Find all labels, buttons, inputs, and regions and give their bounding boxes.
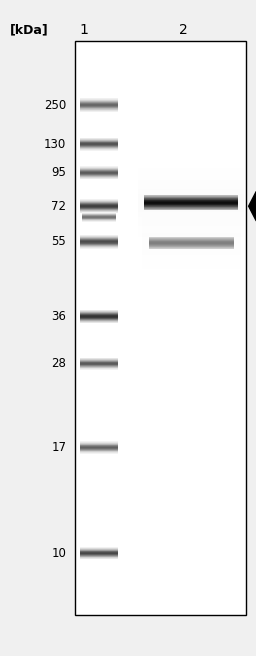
Bar (138, 221, 244, 224)
Bar (142, 264, 241, 266)
Bar (138, 226, 244, 228)
Bar (142, 266, 241, 267)
Text: 72: 72 (51, 199, 66, 213)
Bar (138, 212, 244, 215)
Bar (138, 198, 244, 201)
Bar (138, 177, 244, 180)
Bar (142, 267, 241, 269)
Bar (138, 194, 244, 196)
Bar (138, 230, 244, 233)
Text: 95: 95 (51, 167, 66, 179)
Bar (138, 233, 244, 235)
Bar (138, 173, 244, 175)
Text: 1: 1 (80, 22, 89, 37)
Text: 55: 55 (51, 236, 66, 249)
Bar (138, 216, 244, 219)
Bar (142, 243, 241, 245)
Bar (142, 219, 241, 220)
Text: 28: 28 (51, 357, 66, 370)
Bar (138, 235, 244, 237)
Bar (142, 245, 241, 247)
Bar (142, 231, 241, 233)
Bar (142, 241, 241, 243)
Bar (138, 189, 244, 192)
Bar (142, 228, 241, 229)
Bar (142, 256, 241, 258)
Bar (142, 239, 241, 241)
Bar (142, 236, 241, 237)
Bar (142, 258, 241, 260)
Bar (138, 168, 244, 171)
Bar (138, 182, 244, 184)
Bar (142, 251, 241, 253)
Bar (138, 192, 244, 194)
Bar (142, 220, 241, 222)
Bar (138, 180, 244, 182)
Bar (138, 175, 244, 177)
Bar (142, 248, 241, 250)
Bar (142, 224, 241, 226)
Bar (142, 247, 241, 248)
Bar (142, 262, 241, 264)
Bar (138, 215, 244, 216)
Bar (75, 41, 246, 615)
Bar (142, 234, 241, 236)
Bar (142, 253, 241, 255)
Bar (138, 171, 244, 173)
Text: 17: 17 (51, 441, 66, 454)
Bar (138, 196, 244, 198)
Bar (138, 219, 244, 221)
Text: 250: 250 (44, 98, 66, 112)
Text: 130: 130 (44, 138, 66, 151)
Bar (142, 255, 241, 256)
Bar (138, 201, 244, 203)
Bar (142, 250, 241, 251)
Bar (138, 210, 244, 212)
Bar (138, 224, 244, 226)
Text: 10: 10 (51, 546, 66, 560)
Bar (138, 203, 244, 205)
Bar (142, 260, 241, 262)
Bar (138, 205, 244, 207)
Bar (142, 237, 241, 239)
Bar (142, 233, 241, 234)
Bar (138, 207, 244, 210)
Bar (138, 187, 244, 189)
Bar (142, 229, 241, 231)
Bar (142, 226, 241, 228)
Bar (138, 228, 244, 230)
Polygon shape (249, 192, 256, 221)
Bar (142, 222, 241, 224)
Text: 36: 36 (51, 310, 66, 323)
Text: 2: 2 (179, 22, 188, 37)
Bar (142, 217, 241, 219)
Text: [kDa]: [kDa] (10, 23, 49, 36)
Bar (138, 184, 244, 187)
